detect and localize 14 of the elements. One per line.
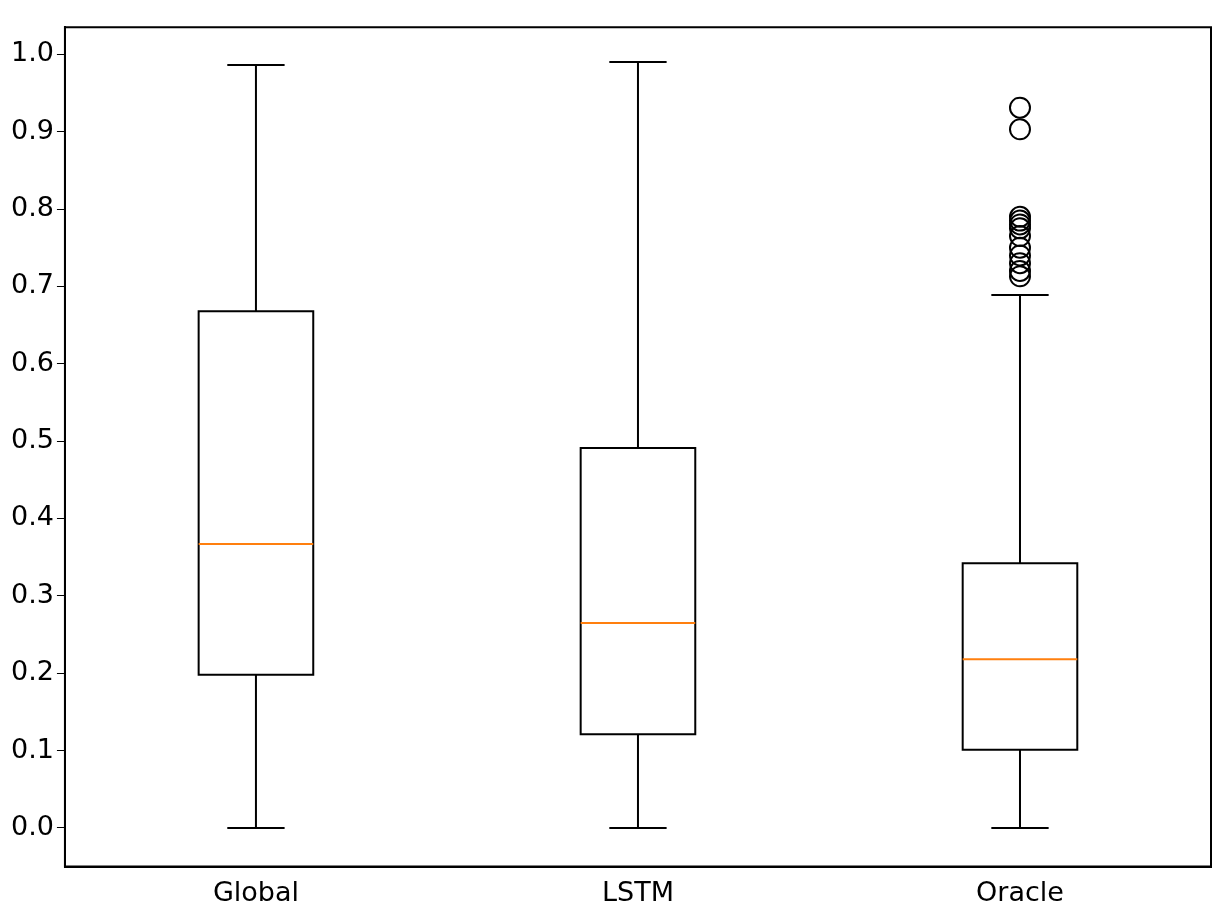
y-tick-label: 0.9 <box>10 113 54 145</box>
y-tick-label: 0.7 <box>10 268 54 300</box>
y-tick-label: 0.8 <box>10 191 54 223</box>
y-tick-label: 0.5 <box>10 423 54 455</box>
y-tick-label: 0.1 <box>10 732 54 764</box>
y-tick-label: 0.2 <box>10 655 54 687</box>
y-tick-label: 0.0 <box>10 809 54 841</box>
y-tick-label: 0.3 <box>10 577 54 609</box>
y-tick-label: 1.0 <box>10 36 54 68</box>
y-tick-label: 0.4 <box>10 500 54 532</box>
y-tick-label: 0.6 <box>10 345 54 377</box>
x-tick-label: Global <box>212 875 300 907</box>
x-tick-label: LSTM <box>601 875 674 907</box>
x-tick-label: Oracle <box>976 875 1064 907</box>
